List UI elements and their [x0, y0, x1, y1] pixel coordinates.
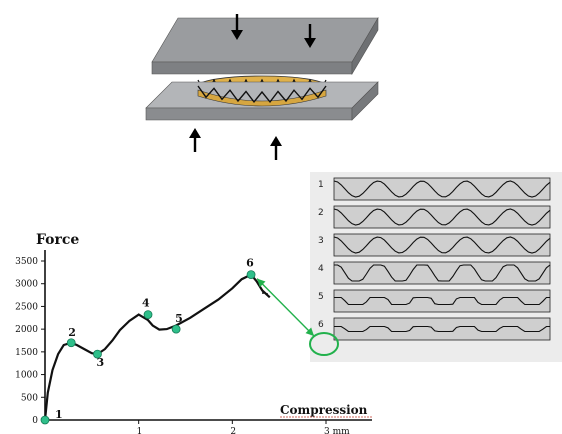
- continuation-dot: [262, 292, 264, 294]
- y-tick-label: 3500: [15, 257, 38, 267]
- stage-panel-6: 6: [318, 317, 551, 341]
- stage-panels: 1 2 3 4 5 6: [310, 172, 562, 362]
- arrowhead: [305, 327, 314, 336]
- continuation-dot: [266, 293, 268, 295]
- arrow-down-icon: [304, 24, 316, 48]
- arrow-up-icon: [189, 128, 201, 152]
- stage-panel-4: 4: [318, 261, 551, 285]
- y-tick-label: 500: [21, 393, 38, 403]
- force-compression-chart: Force Compression 0 500 1000 1500 2000 2500 30…: [15, 232, 372, 434]
- top-plate: [151, 16, 379, 76]
- corrugation-profile: [334, 325, 550, 333]
- point-4: [143, 310, 153, 320]
- y-axis-label: Force: [36, 232, 79, 248]
- point-5: [171, 324, 181, 334]
- point-label-1: 1: [55, 408, 63, 421]
- corrugation-profile: [333, 236, 551, 254]
- stage-panel-number: 3: [318, 236, 324, 246]
- point-label-4: 4: [142, 297, 150, 310]
- point-3: [93, 349, 102, 359]
- point-label-5: 5: [175, 312, 183, 325]
- compression-plates-illustration: [145, 14, 379, 160]
- corrugation-profile: [334, 296, 550, 306]
- point-6: [246, 270, 256, 280]
- stage-panel-5: 5: [318, 289, 551, 313]
- stage-panel-number: 4: [318, 264, 324, 274]
- arrow-up-icon: [270, 136, 282, 160]
- stage-6-highlight: [309, 332, 339, 356]
- arrowhead: [257, 278, 266, 288]
- corrugation-profile: [333, 208, 551, 226]
- y-tick-label: 3000: [15, 280, 38, 290]
- y-tick-label: 2500: [15, 302, 38, 312]
- corrugation-profile: [334, 264, 551, 282]
- y-tick-label: 2000: [15, 325, 38, 335]
- corrugation-profile: [333, 180, 551, 198]
- stage-panel-number: 2: [318, 208, 324, 218]
- point-label-6: 6: [246, 257, 254, 270]
- point-label-2: 2: [68, 326, 76, 339]
- bottom-plate: [145, 81, 379, 121]
- stage-connector-arrow: [256, 278, 315, 337]
- point-label-3: 3: [96, 356, 104, 369]
- core-front: [197, 85, 327, 107]
- y-tick-label: 1000: [15, 371, 38, 381]
- stage-panel-number: 1: [318, 180, 324, 190]
- y-tick-label: 1500: [15, 348, 38, 358]
- stage-panel-2: 2: [318, 205, 551, 229]
- x-axis-label: Compression: [280, 403, 368, 417]
- force-curve: [43, 273, 271, 421]
- x-tick-label: 2: [230, 427, 236, 434]
- point-1: [40, 415, 50, 425]
- stage-panel-number: 6: [318, 320, 324, 330]
- x-tick-label: 1: [137, 427, 143, 434]
- stage-panel-3: 3: [318, 233, 551, 257]
- arrow-down-icon: [231, 14, 243, 40]
- x-tick-label: 3 mm: [324, 427, 350, 434]
- point-2: [66, 338, 76, 348]
- y-tick-label: 0: [32, 416, 38, 426]
- stage-panel-number: 5: [318, 292, 324, 302]
- stage-panel-1: 1: [318, 177, 551, 201]
